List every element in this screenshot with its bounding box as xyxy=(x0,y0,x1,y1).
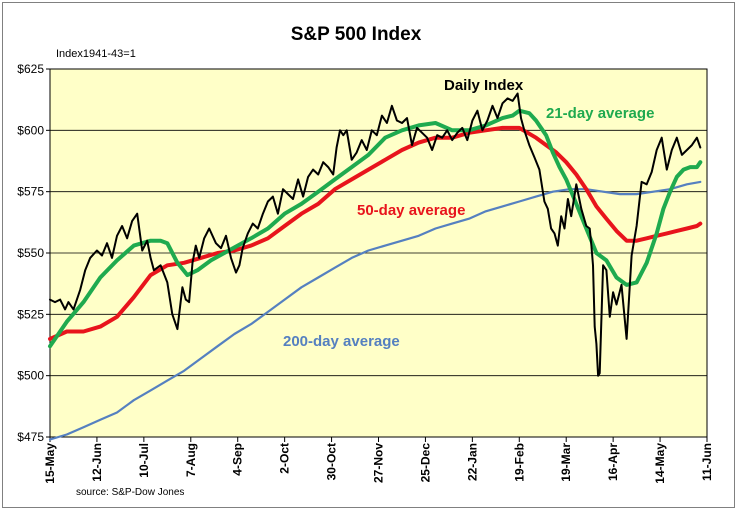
x-tick-label: 12-Jun xyxy=(90,443,104,482)
x-tick-label: 4-Sep xyxy=(231,443,245,476)
y-axis: $475 $500 $525 $550 $575 $600 $625 xyxy=(17,62,50,444)
annotation-200-day-average: 200-day average xyxy=(283,333,400,350)
y-tick-label: $475 xyxy=(17,430,44,444)
chart-subtitle: Index1941-43=1 xyxy=(56,48,136,60)
series-21-day-average xyxy=(48,108,703,349)
series-lines xyxy=(48,92,703,441)
x-tick-label: 19-Feb xyxy=(512,443,526,482)
annotation-21-day-average: 21-day average xyxy=(546,105,654,122)
x-tick-label: 14-May xyxy=(653,443,667,484)
series-daily-index xyxy=(49,92,702,377)
x-tick-label: 10-Jul xyxy=(137,443,151,478)
y-tick-label: $525 xyxy=(17,307,44,321)
x-axis: 15-May 12-Jun 10-Jul 7-Aug 4-Sep 2-Oct 30-Oct 2… xyxy=(43,437,714,484)
y-tick-label: $550 xyxy=(17,246,44,260)
series-200-day-average xyxy=(48,180,702,441)
annotation-daily-index: Daily Index xyxy=(444,77,524,94)
y-tick-label: $600 xyxy=(17,123,44,137)
x-tick-label: 27-Nov xyxy=(372,443,386,483)
chart-title: S&P 500 Index xyxy=(291,24,422,45)
x-tick-label: 15-May xyxy=(43,443,57,484)
x-tick-label: 16-Apr xyxy=(606,443,620,481)
x-tick-label: 30-Oct xyxy=(325,443,339,480)
y-tick-label: $500 xyxy=(17,369,44,383)
x-tick-label: 25-Dec xyxy=(418,443,432,483)
y-tick-label: $625 xyxy=(17,62,44,76)
chart-source: source: S&P-Dow Jones xyxy=(76,487,184,498)
annotation-50-day-average: 50-day average xyxy=(357,202,465,219)
x-tick-label: 7-Aug xyxy=(184,443,198,477)
x-tick-label: 2-Oct xyxy=(278,443,292,474)
x-tick-label: 22-Jan xyxy=(465,443,479,481)
y-tick-label: $575 xyxy=(17,185,44,199)
x-tick-label: 19-Mar xyxy=(559,443,573,482)
x-tick-label: 11-Jun xyxy=(700,443,714,481)
